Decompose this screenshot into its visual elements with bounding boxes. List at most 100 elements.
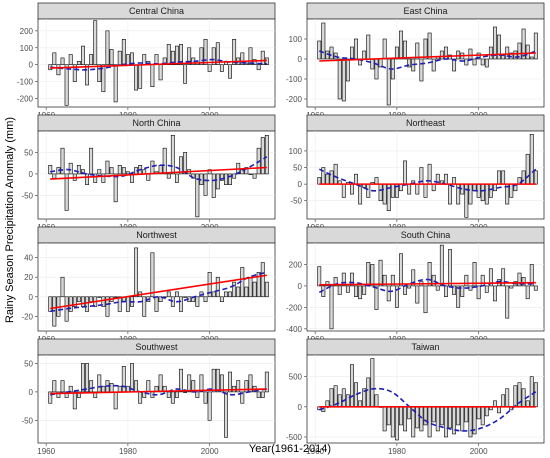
chart-central-china-title: Central China: [129, 6, 184, 16]
chart-east-china-bar-1968: [345, 58, 350, 82]
chart-south-china-y-tick-label: -200: [286, 303, 303, 312]
chart-southwest-bar-1981: [130, 363, 134, 393]
chart-north-china-bar-1974: [101, 173, 106, 183]
chart-northeast-plot-area: [306, 130, 545, 220]
chart-taiwan-y-tick-label: 500: [289, 373, 303, 382]
chart-northwest-bar-1970: [85, 296, 89, 312]
chart-north-china-title: North China: [132, 118, 180, 128]
chart-northwest-title: Northwest: [136, 230, 177, 240]
chart-taiwan-bar-1983: [407, 406, 412, 420]
chart-taiwan-smooth-curve: [319, 387, 537, 432]
chart-south-china-bar-1996: [460, 285, 465, 297]
chart-northwest-bar-2007: [236, 286, 241, 298]
chart-northwest-trend-line: [50, 274, 267, 310]
chart-south-china-bar-1987: [423, 285, 428, 314]
chart-northwest-bar-1999: [203, 296, 208, 302]
chart-northwest-bar-2001: [211, 291, 216, 298]
chart-south-china-title: South China: [401, 230, 451, 240]
chart-central-china-bar-1965: [64, 64, 69, 106]
chart-east-china-bar-2014: [533, 32, 538, 60]
chart-taiwan: Taiwan -500 0 500 1960 1980 2000: [286, 338, 545, 456]
chart-southwest-bar-2014: [264, 371, 269, 393]
chart-central-china-y-tick-label: -100: [17, 78, 34, 87]
chart-northeast-bar-1965: [333, 163, 338, 185]
chart-northeast-bar-2006: [501, 170, 506, 185]
chart-north-china-bar-1990: [166, 173, 171, 179]
chart-southwest-bar-1967: [72, 391, 77, 410]
chart-south-china-bar-1977: [382, 274, 387, 287]
chart-south-china-bar-2004: [493, 285, 497, 302]
chart-central-china-bar-1972: [93, 20, 98, 65]
chart-central-china-bar-1998: [199, 47, 204, 65]
chart-northeast-y-tick-label: 0: [298, 180, 303, 189]
chart-taiwan-bar-1985: [415, 406, 420, 429]
chart-taiwan-bar-2014: [533, 382, 538, 408]
chart-southwest-title: Southwest: [135, 342, 178, 352]
chart-north-china-bar-1972: [93, 173, 98, 183]
chart-north-china-bar-2006: [232, 173, 237, 179]
chart-north-china-bar-1985: [146, 173, 151, 181]
chart-northwest-bar-1964: [60, 276, 65, 298]
chart-central-china-bar-2005: [228, 64, 232, 79]
chart-taiwan-bar-1964: [329, 388, 334, 408]
chart-east-china-bar-1961: [317, 40, 322, 60]
chart-south-china-bar-1971: [358, 285, 363, 300]
chart-central-china: Central China-200-1000100200196019802000: [17, 2, 276, 120]
chart-taiwan-bar-1973: [366, 377, 371, 408]
chart-central-china-bar-1984: [142, 54, 147, 65]
chart-northeast-bar-2013: [529, 134, 534, 185]
chart-central-china-bar-1994: [183, 64, 188, 84]
chart-taiwan-bar-1995: [456, 406, 461, 426]
chart-north-china-bar-2005: [228, 173, 232, 185]
chart-southwest-bar-2007: [236, 380, 241, 393]
chart-north-china-bar-1968: [76, 165, 81, 175]
chart-south-china-bar-1976: [378, 259, 383, 287]
chart-southwest-bar-1969: [81, 363, 85, 393]
chart-east-china-y-tick-label: -100: [286, 75, 303, 84]
chart-taiwan-x-tick-label: 1980: [388, 447, 406, 456]
chart-east-china-bar-1991: [439, 50, 444, 60]
chart-taiwan-y-tick-label: -500: [286, 433, 303, 442]
chart-north-china-bar-1992: [174, 173, 179, 183]
chart-northwest-bar-2009: [244, 286, 249, 298]
chart-east-china-bar-2001: [480, 58, 485, 66]
chart-northwest-bar-1992: [174, 291, 179, 298]
chart-northeast-smooth-curve: [318, 168, 537, 192]
chart-south-china-bar-1961: [317, 266, 322, 287]
chart-taiwan-bar-2012: [525, 400, 530, 408]
chart-south-china-bar-1999: [472, 262, 477, 287]
chart-southwest-bar-1990: [166, 391, 171, 398]
chart-southwest-bar-1971: [89, 380, 94, 393]
chart-north-china-bar-1986: [150, 160, 155, 175]
chart-northwest-bar-1978: [117, 296, 122, 312]
chart-south-china-bar-2008: [509, 285, 514, 289]
chart-north-china-bar-1980: [125, 171, 130, 175]
chart-taiwan-bar-1996: [460, 406, 465, 432]
chart-south-china-bar-1991: [439, 244, 444, 287]
chart-southwest-bar-1994: [183, 391, 188, 393]
chart-south-china-bar-1990: [435, 285, 440, 291]
chart-central-china-bar-2008: [240, 52, 245, 65]
chart-south-china-bar-1983: [407, 285, 412, 289]
chart-central-china-bar-1964: [60, 57, 65, 65]
chart-south-china-y-tick-label: 200: [289, 260, 303, 269]
chart-north-china-bar-1961: [48, 165, 53, 175]
chart-taiwan-x-tick-label: 2000: [470, 447, 488, 456]
chart-taiwan-x-tick-label: 1960: [306, 447, 324, 456]
chart-east-china-y-tick-label: -200: [286, 95, 303, 104]
chart-south-china: South China-400-2000200196019802000: [286, 226, 545, 344]
chart-east-china-bar-1992: [443, 46, 448, 60]
chart-central-china-bar-1974: [101, 64, 106, 93]
chart-taiwan-bar-2000: [476, 406, 481, 420]
chart-southwest-smooth-curve: [50, 384, 267, 396]
chart-central-china-bar-1975: [105, 30, 110, 65]
chart-taiwan-bar-1997: [464, 406, 469, 423]
chart-southwest-bar-1961: [48, 391, 53, 404]
chart-taiwan-bar-1980: [394, 406, 399, 441]
chart-northeast-bar-2014: [533, 170, 538, 185]
chart-central-china-y-tick-label: 0: [29, 61, 34, 70]
chart-taiwan-bar-1992: [443, 406, 448, 438]
chart-south-china-bar-1985: [415, 285, 420, 304]
chart-east-china-trend-line: [319, 52, 536, 62]
chart-east-china-bar-1975: [374, 58, 379, 80]
